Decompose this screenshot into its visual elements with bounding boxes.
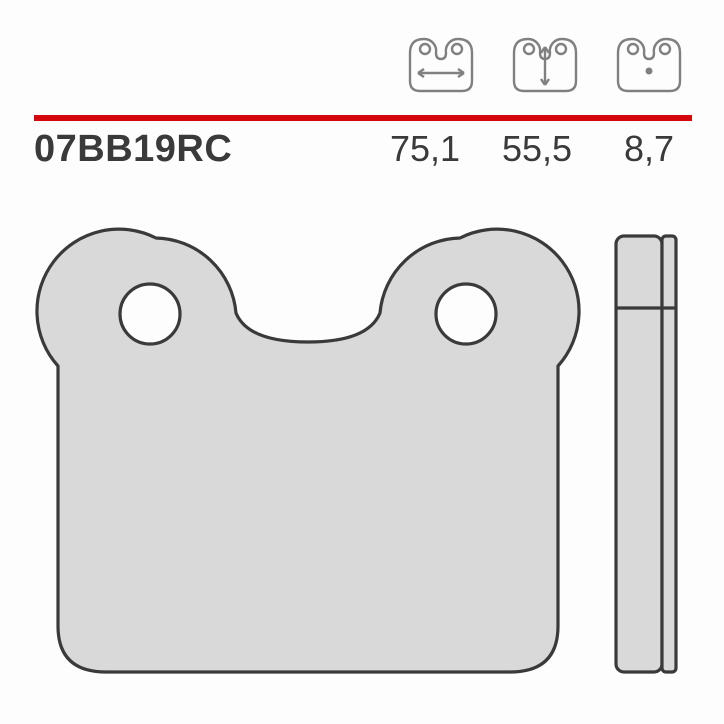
thickness-icon bbox=[606, 33, 692, 95]
product-info-row: 07BB19RC 75,1 55,5 8,7 bbox=[34, 128, 690, 171]
side-pad-outline bbox=[616, 236, 676, 672]
divider-line bbox=[34, 108, 692, 114]
thickness-value: 8,7 bbox=[608, 128, 690, 170]
dimensions-values: 75,1 55,5 8,7 bbox=[384, 128, 690, 170]
front-pad-outline bbox=[37, 229, 579, 672]
mounting-hole-right bbox=[436, 284, 496, 344]
width-value: 75,1 bbox=[384, 128, 466, 170]
product-code: 07BB19RC bbox=[34, 128, 232, 171]
dimension-icons-row bbox=[398, 33, 692, 95]
product-spec-card: 07BB19RC 75,1 55,5 8,7 bbox=[0, 0, 724, 724]
brake-pad-diagram bbox=[28, 226, 696, 696]
width-icon bbox=[398, 33, 484, 95]
height-value: 55,5 bbox=[496, 128, 578, 170]
mounting-hole-left bbox=[120, 284, 180, 344]
height-icon bbox=[502, 33, 588, 95]
